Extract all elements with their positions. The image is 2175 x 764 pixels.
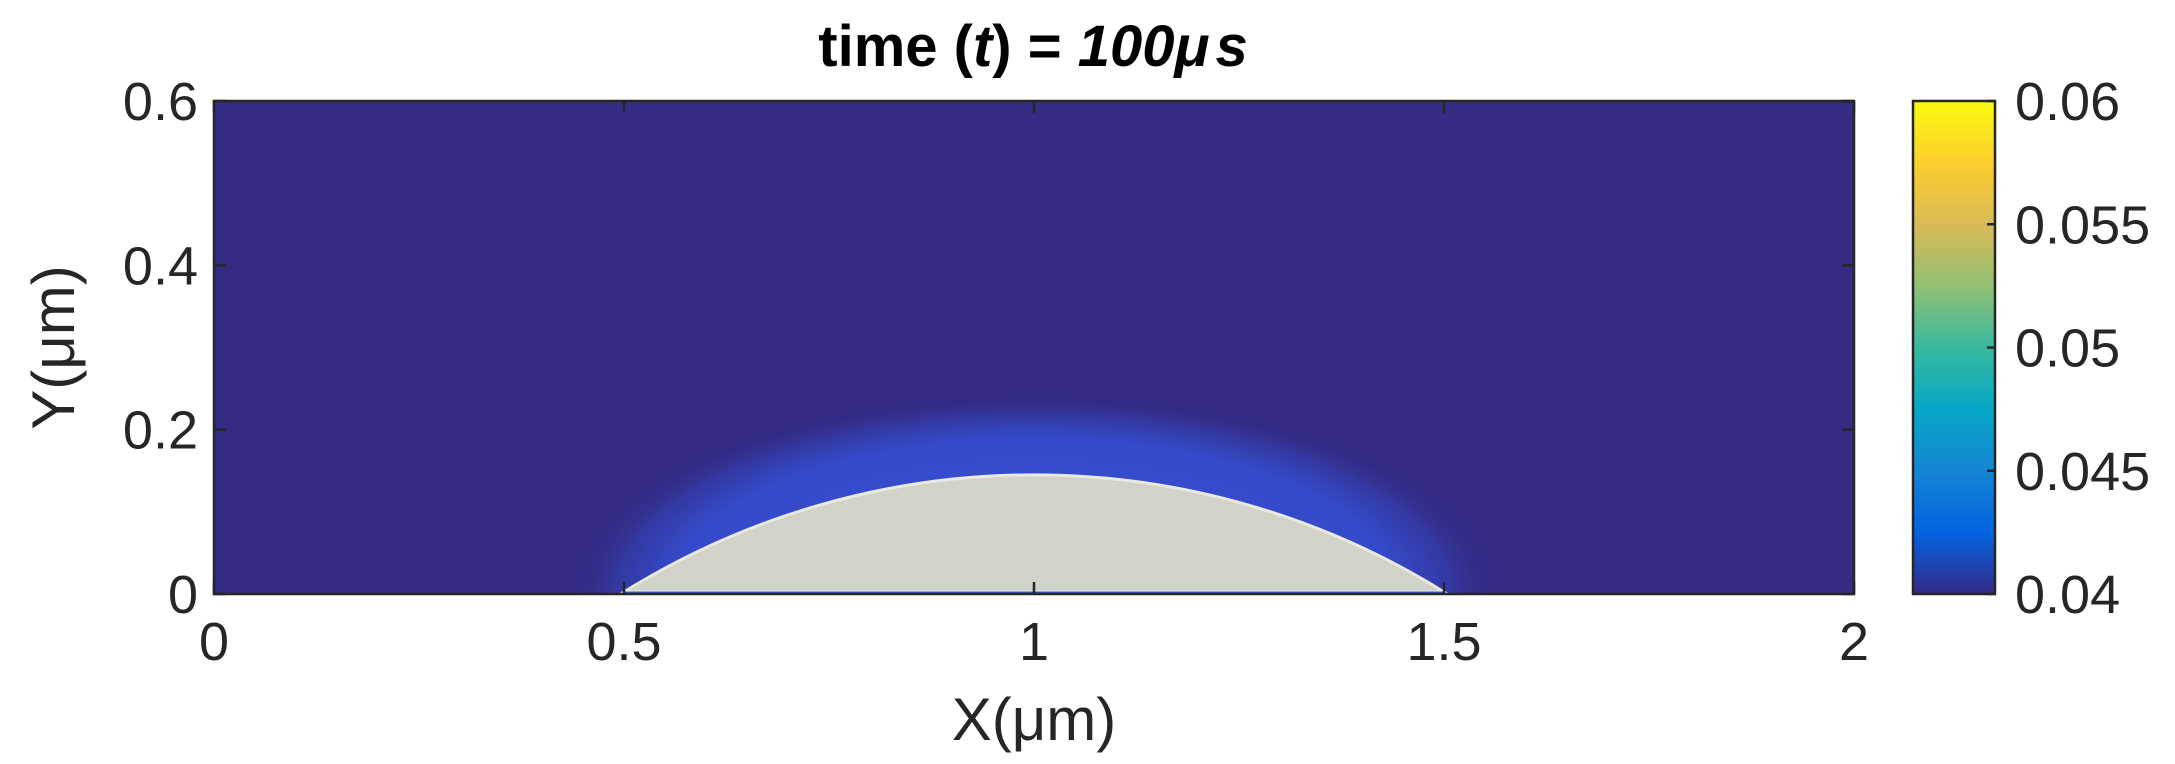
plot-area (212, 99, 1856, 596)
title-middle: ) = (992, 14, 1077, 79)
x-tick-label: 1.5 (1406, 612, 1481, 672)
y-tick-label: 0.4 (123, 236, 198, 296)
y-axis-ticks: 0 0.2 0.4 0.6 (123, 72, 1854, 625)
colorbar-tick-label: 0.055 (2015, 195, 2150, 255)
colorbar-tick-label: 0.05 (2015, 319, 2120, 379)
colorbar-ticks: 0.04 0.045 0.05 0.055 0.06 (1987, 72, 2150, 625)
colorbar-tick-label: 0.06 (2015, 72, 2120, 132)
colorbar-tick-label: 0.045 (2015, 442, 2150, 502)
x-tick-label: 0 (199, 612, 229, 672)
x-tick-label: 1 (1019, 612, 1049, 672)
y-tick-label: 0.6 (123, 72, 198, 132)
x-tick-label: 0.5 (586, 612, 661, 672)
title-variable: t (973, 14, 995, 79)
title-unit-mu: μ (1172, 14, 1209, 79)
y-tick-label: 0.2 (123, 401, 198, 461)
x-tick-label: 2 (1839, 612, 1869, 672)
x-axis-label: X(μm) (952, 686, 1117, 753)
x-axis-ticks: 0 0.5 1 1.5 2 (199, 101, 1869, 672)
y-axis-label: Y(μm) (20, 265, 87, 430)
colorbar-gradient (1913, 101, 1995, 594)
particle-cap (618, 473, 1450, 594)
chart-title: time (t) = 100μ s (818, 14, 1247, 79)
title-value: 100 (1078, 14, 1175, 79)
colorbar-tick-label: 0.04 (2015, 565, 2120, 625)
colorbar: 0.04 0.045 0.05 0.055 0.06 (1911, 72, 2150, 625)
title-unit-s: s (1215, 14, 1247, 79)
y-tick-label: 0 (168, 565, 198, 625)
title-prefix: time ( (818, 14, 973, 79)
